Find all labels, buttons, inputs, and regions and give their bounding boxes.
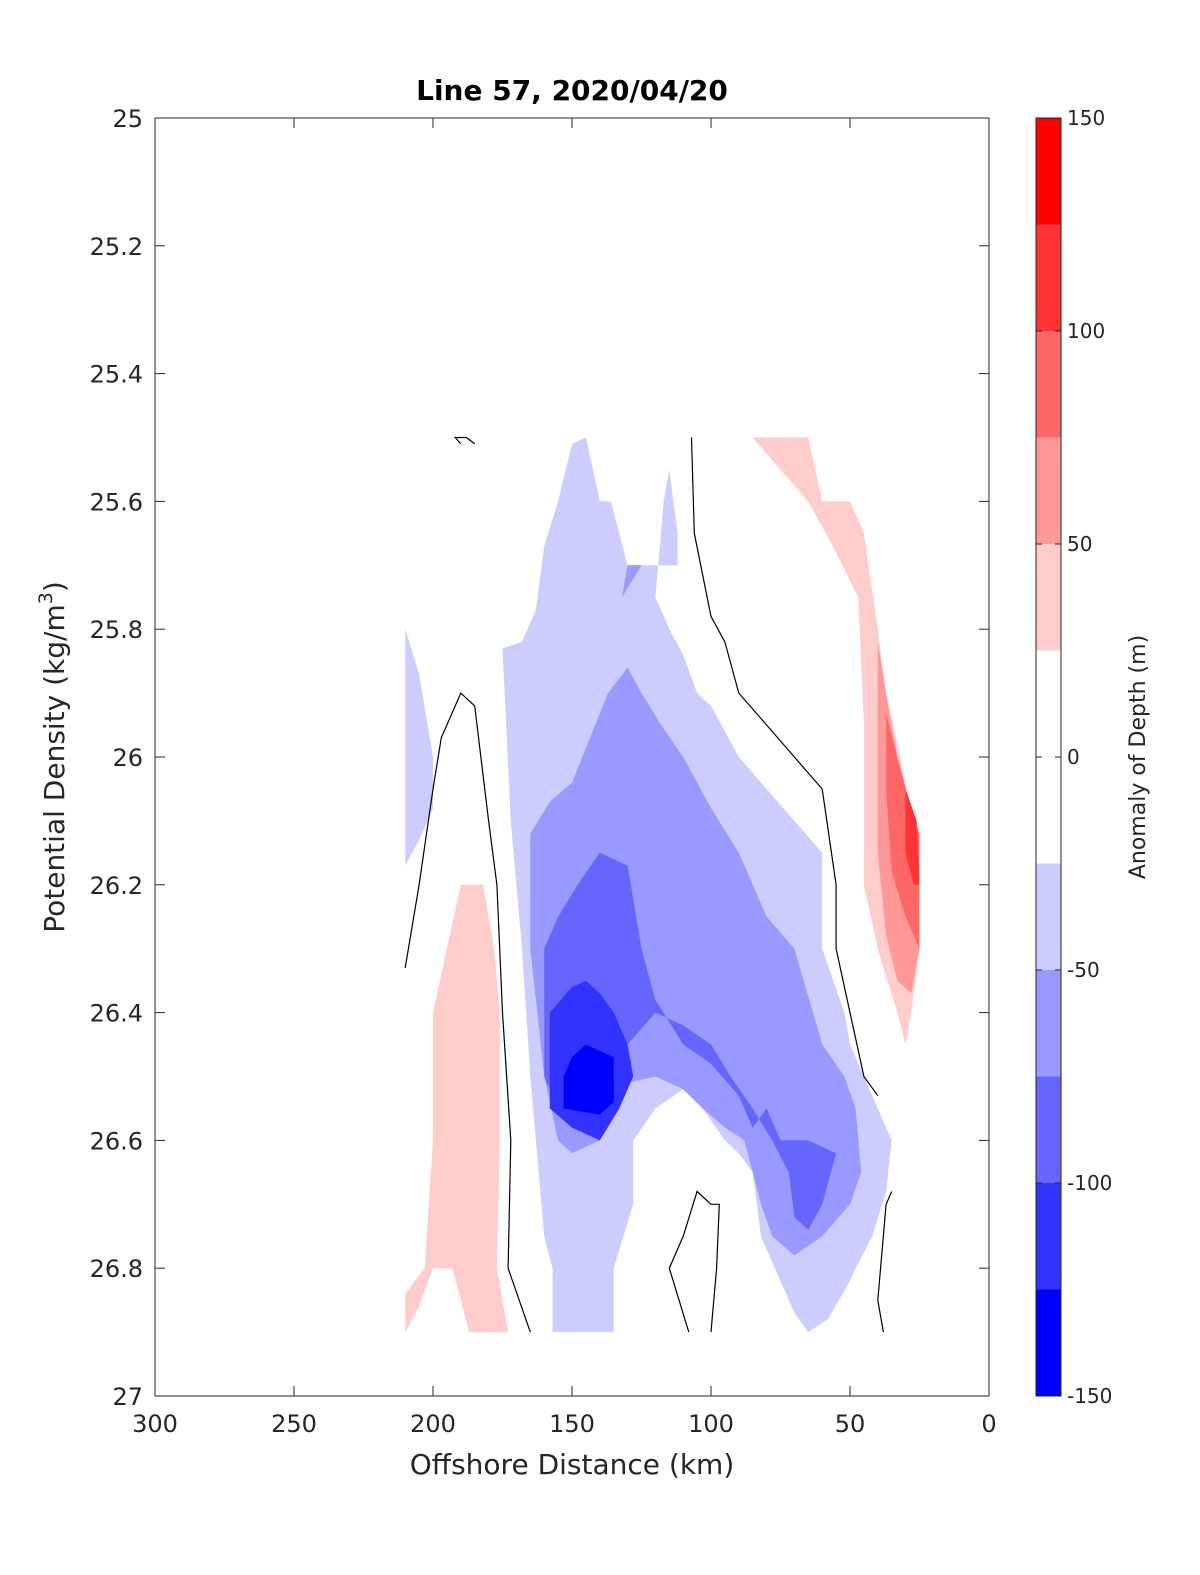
y-tick-label: 26: [112, 744, 143, 772]
region-nearshore-75: [886, 712, 920, 949]
colorbar-band: [1036, 118, 1061, 225]
colorbar-tick-label: 50: [1067, 532, 1092, 556]
y-tick-label: 26.6: [90, 1127, 143, 1155]
colorbar-band: [1036, 331, 1061, 438]
colorbar-ticks: 150 100 50 0 -50 -100 -150: [1036, 106, 1112, 1408]
colorbar: 150 100 50 0 -50 -100 -150 Anomaly of Depth (m…: [1035, 106, 1151, 1408]
y-tick-label: 25.4: [90, 361, 143, 389]
plot-area: 300 250 200 150 100 50 0 2525.225.425.625.8262…: [90, 105, 997, 1438]
y-axis-title-close: ): [38, 581, 71, 592]
y-tick-label: 25: [112, 105, 143, 133]
colorbar-tick-label: 100: [1067, 319, 1105, 343]
region-offshore-blue: [405, 629, 433, 866]
colorbar-band: [1036, 970, 1061, 1077]
colorbar-band: [1036, 1076, 1061, 1183]
region-band-minus-125: [563, 1044, 614, 1115]
x-tick-label: 250: [271, 1410, 317, 1438]
x-axis-ticks: 300 250 200 150 100 50 0: [132, 118, 997, 1438]
colorbar-tick-label: -150: [1067, 1384, 1112, 1408]
x-tick-label: 0: [981, 1410, 996, 1438]
y-tick-label: 26.8: [90, 1255, 143, 1283]
filled-contour-regions: [405, 437, 920, 1333]
x-tick-label: 50: [835, 1410, 866, 1438]
y-tick-label: 26.2: [90, 872, 143, 900]
y-axis-ticks: 25 25.2 25.4 25.6 25.8 26 26.2 26.4 26.6 26.8 27: [90, 105, 989, 1411]
region-offshore-pink: [405, 884, 509, 1333]
colorbar-title: Anomaly of Depth (m): [1126, 635, 1151, 879]
region-band-minus-75: [544, 852, 837, 1230]
x-tick-label: 150: [549, 1410, 595, 1438]
y-axis-title-main: Potential Density (kg/m: [38, 604, 71, 933]
x-tick-label: 300: [132, 1410, 178, 1438]
zero-contour-lines: [404, 436, 893, 1333]
chart-title: Line 57, 2020/04/20: [416, 74, 728, 107]
colorbar-band: [1036, 1289, 1061, 1396]
colorbar-band: [1036, 437, 1061, 544]
x-tick-label: 100: [688, 1410, 734, 1438]
y-axis-title-superscript: 3: [35, 592, 57, 604]
x-tick-label: 200: [410, 1410, 456, 1438]
colorbar-tick-label: -50: [1067, 958, 1100, 982]
colorbar-bands: [1036, 118, 1061, 1396]
colorbar-band: [1036, 863, 1061, 970]
region-band-minus-50: [622, 565, 656, 598]
y-tick-label: 27: [112, 1383, 143, 1411]
region-nearshore-100: [905, 789, 920, 885]
zero-contour-bottom-loop: [668, 1190, 720, 1333]
colorbar-band: [1036, 544, 1061, 651]
x-axis-title: Offshore Distance (km): [410, 1448, 735, 1481]
y-tick-label: 25.6: [90, 488, 143, 516]
colorbar-tick-label: 0: [1067, 745, 1080, 769]
y-axis-title: Potential Density (kg/m3): [35, 581, 71, 933]
colorbar-tick-label: -100: [1067, 1171, 1112, 1195]
zero-contour-edge: [877, 1191, 893, 1333]
colorbar-tick-label: 150: [1067, 106, 1105, 130]
zero-contour-middle: [690, 437, 879, 1097]
zero-contour-offshore: [404, 692, 531, 1333]
zero-contour-small-loop: [453, 436, 476, 445]
y-tick-label: 25.8: [90, 616, 143, 644]
colorbar-band: [1036, 224, 1061, 331]
colorbar-band: [1036, 1183, 1061, 1290]
y-tick-label: 25.2: [90, 233, 143, 261]
region-nearshore-pink: [752, 437, 920, 1045]
y-tick-label: 26.4: [90, 1000, 143, 1028]
